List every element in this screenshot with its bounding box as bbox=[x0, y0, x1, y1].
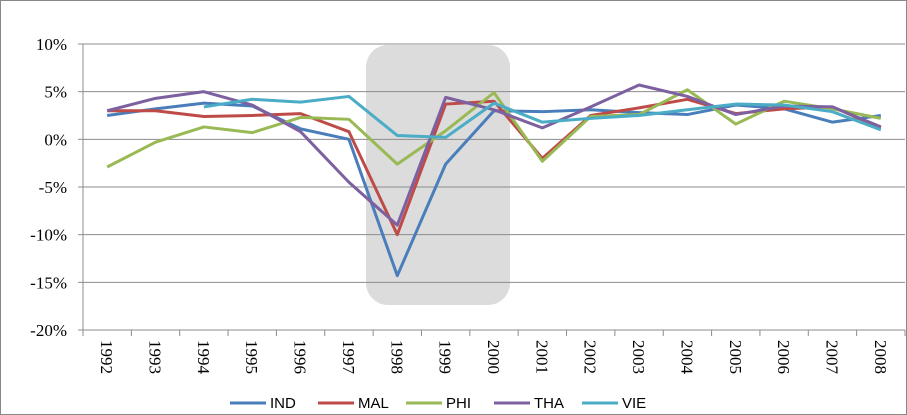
x-tick-label: 2000 bbox=[484, 340, 503, 374]
y-tick-label: 5% bbox=[44, 83, 67, 102]
x-tick-label: 2007 bbox=[822, 340, 841, 375]
x-tick-label: 2004 bbox=[677, 340, 696, 375]
y-tick-label: -15% bbox=[30, 273, 67, 292]
y-tick-label: 0% bbox=[44, 130, 67, 149]
x-tick-label: 1994 bbox=[194, 340, 213, 375]
legend-label: PHI bbox=[446, 395, 471, 412]
x-tick-label: 2002 bbox=[581, 340, 600, 374]
x-tick-label: 2001 bbox=[532, 340, 551, 374]
x-tick-label: 1997 bbox=[339, 340, 358, 375]
y-tick-label: -20% bbox=[30, 321, 67, 340]
x-tick-label: 2006 bbox=[774, 340, 793, 374]
legend-label: IND bbox=[270, 395, 296, 412]
x-tick-label: 1999 bbox=[436, 340, 455, 374]
x-tick-label: 1996 bbox=[291, 340, 310, 374]
y-tick-label: -5% bbox=[39, 178, 67, 197]
legend-label: MAL bbox=[358, 395, 389, 412]
legend-label: VIE bbox=[622, 395, 646, 412]
legend-label: THA bbox=[534, 395, 564, 412]
highlight-region bbox=[366, 45, 510, 305]
series-line bbox=[203, 94, 882, 139]
series-line bbox=[106, 88, 882, 169]
x-tick-label: 1995 bbox=[242, 340, 261, 374]
x-tick-label: 2003 bbox=[629, 340, 648, 374]
x-tick-label: 1992 bbox=[97, 340, 116, 374]
x-tick-label: 1993 bbox=[146, 340, 165, 374]
y-tick-label: 10% bbox=[36, 35, 67, 54]
x-tick-label: 2005 bbox=[726, 340, 745, 374]
x-tick-label: 1998 bbox=[387, 340, 406, 374]
y-tick-label: -10% bbox=[30, 226, 67, 245]
x-tick-label: 2008 bbox=[871, 340, 890, 374]
